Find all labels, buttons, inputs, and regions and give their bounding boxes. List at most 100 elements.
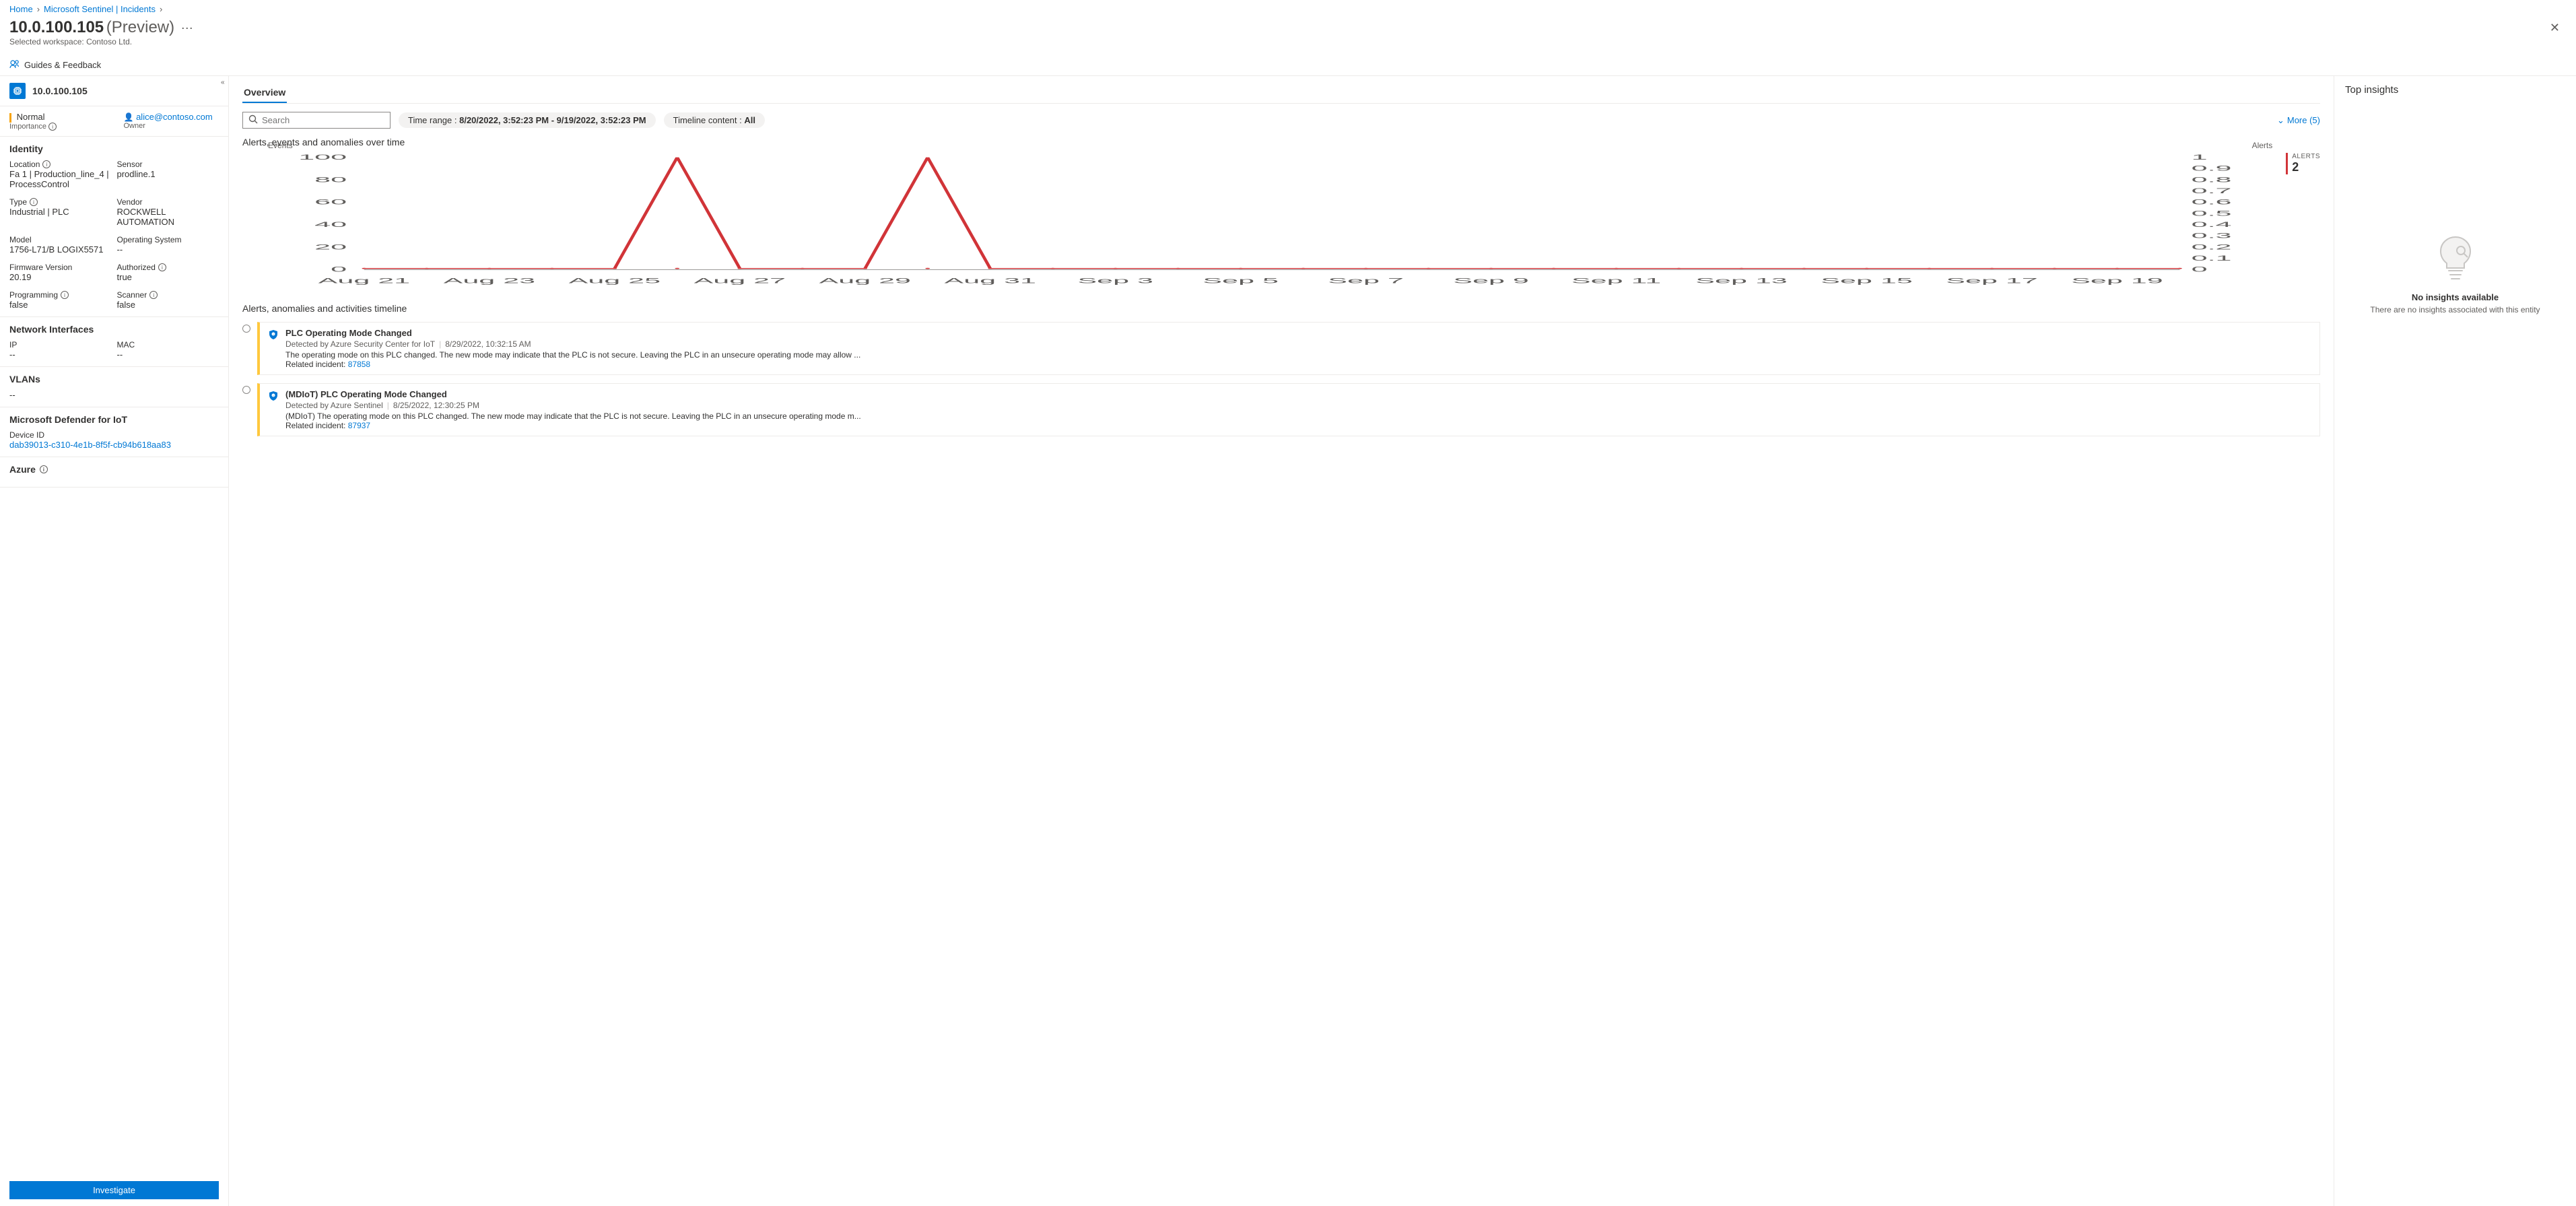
svg-text:0.6: 0.6 xyxy=(2192,198,2232,206)
main-content: Overview Time range : 8/20/2022, 3:52:23… xyxy=(229,76,2334,1206)
info-icon[interactable]: i xyxy=(30,198,38,206)
svg-text:Sep 7: Sep 7 xyxy=(1328,276,1404,284)
svg-text:Aug 27: Aug 27 xyxy=(694,276,786,284)
no-insights-sub: There are no insights associated with th… xyxy=(2345,305,2565,314)
timeline-item[interactable]: ! (MDIoT) PLC Operating Mode Changed Det… xyxy=(242,383,2320,436)
more-actions-button[interactable]: ⋯ xyxy=(177,22,197,36)
timeline-radio[interactable] xyxy=(242,386,250,394)
svg-text:0: 0 xyxy=(2192,265,2208,273)
more-link[interactable]: ⌄ More (5) xyxy=(2277,115,2320,126)
more-label: More (5) xyxy=(2287,115,2320,125)
svg-text:40: 40 xyxy=(314,220,347,228)
network-section: Network Interfaces IP -- MAC -- xyxy=(0,317,228,367)
svg-text:0.5: 0.5 xyxy=(2192,209,2232,217)
alerts-indicator xyxy=(2286,153,2288,174)
timeline-card: ! PLC Operating Mode Changed Detected by… xyxy=(257,322,2320,375)
related-incident-link[interactable]: 87937 xyxy=(348,421,370,430)
svg-text:Aug 31: Aug 31 xyxy=(945,276,1036,284)
chart-title: Alerts, events and anomalies over time xyxy=(242,137,2320,147)
defender-heading: Microsoft Defender for IoT xyxy=(9,414,219,425)
fw-value: 20.19 xyxy=(9,272,112,282)
alert-desc: (MDIoT) The operating mode on this PLC c… xyxy=(285,411,2311,421)
time-range-value: 8/20/2022, 3:52:23 PM - 9/19/2022, 3:52:… xyxy=(459,115,646,125)
collapse-sidebar-handle[interactable]: « xyxy=(221,79,230,88)
identity-heading: Identity xyxy=(9,143,219,154)
svg-text:Sep 17: Sep 17 xyxy=(1946,276,2037,284)
guides-feedback-bar[interactable]: Guides & Feedback xyxy=(0,55,2576,76)
insights-panel: Top insights No insights available There… xyxy=(2334,76,2576,1206)
insights-heading: Top insights xyxy=(2345,84,2565,96)
filter-row: Time range : 8/20/2022, 3:52:23 PM - 9/1… xyxy=(242,112,2320,129)
related-incident-link[interactable]: 87858 xyxy=(348,360,370,369)
info-icon[interactable]: i xyxy=(40,465,48,473)
network-heading: Network Interfaces xyxy=(9,324,219,335)
device-id-link[interactable]: dab39013-c310-4e1b-8f5f-cb94b618aa83 xyxy=(9,440,171,450)
breadcrumb-incidents[interactable]: Microsoft Sentinel | Incidents xyxy=(44,4,156,14)
tab-overview[interactable]: Overview xyxy=(242,83,287,103)
svg-text:0.7: 0.7 xyxy=(2192,187,2232,195)
timeline-list: ! PLC Operating Mode Changed Detected by… xyxy=(242,322,2320,436)
svg-text:100: 100 xyxy=(298,153,347,161)
chevron-right-icon: › xyxy=(37,4,40,14)
alert-source: Detected by Azure Sentinel xyxy=(285,401,383,410)
titlebar: 10.0.100.105 (Preview) ⋯ Selected worksp… xyxy=(0,18,2576,55)
info-icon[interactable]: i xyxy=(61,291,69,299)
alert-desc: The operating mode on this PLC changed. … xyxy=(285,350,2311,360)
breadcrumb: Home › Microsoft Sentinel | Incidents › xyxy=(0,0,2576,18)
shield-icon: ! xyxy=(268,329,279,340)
svg-text:0.8: 0.8 xyxy=(2192,175,2232,183)
model-value: 1756-L71/B LOGIX5571 xyxy=(9,244,112,255)
search-input[interactable] xyxy=(262,115,384,125)
related-label: Related incident: xyxy=(285,421,348,430)
preview-suffix-text: (Preview) xyxy=(106,18,174,36)
model-label: Model xyxy=(9,235,112,244)
timeline-content-label: Timeline content : xyxy=(673,115,745,125)
alert-when: 8/25/2022, 12:30:25 PM xyxy=(393,401,479,410)
shield-icon: ! xyxy=(268,391,279,401)
prog-label: Programming xyxy=(9,290,58,300)
auth-value: true xyxy=(117,272,219,282)
svg-text:Sep 5: Sep 5 xyxy=(1202,276,1279,284)
alerts-count: 2 xyxy=(2292,160,2320,174)
type-value: Industrial | PLC xyxy=(9,207,112,217)
info-icon[interactable]: i xyxy=(42,160,50,168)
timeline-content-pill[interactable]: Timeline content : All xyxy=(664,112,765,128)
svg-text:0.9: 0.9 xyxy=(2192,164,2232,172)
y-axis-right-label: Alerts xyxy=(2252,141,2273,150)
svg-text:0.4: 0.4 xyxy=(2192,220,2232,228)
time-range-label: Time range : xyxy=(408,115,459,125)
svg-text:Aug 21: Aug 21 xyxy=(318,276,410,284)
feedback-icon xyxy=(9,59,20,71)
svg-text:Sep 19: Sep 19 xyxy=(2071,276,2163,284)
timeline-item[interactable]: ! PLC Operating Mode Changed Detected by… xyxy=(242,322,2320,375)
fw-label: Firmware Version xyxy=(9,263,112,272)
svg-text:0: 0 xyxy=(331,265,347,273)
mac-label: MAC xyxy=(117,340,219,349)
device-id-label: Device ID xyxy=(9,430,219,440)
alerts-badge: ALERTS 2 xyxy=(2286,153,2320,290)
svg-text:Sep 11: Sep 11 xyxy=(1571,276,1661,284)
lightbulb-icon xyxy=(2429,230,2482,284)
vendor-value: ROCKWELL AUTOMATION xyxy=(117,207,219,227)
info-icon[interactable]: i xyxy=(149,291,158,299)
alert-title: PLC Operating Mode Changed xyxy=(285,328,2311,338)
vendor-label: Vendor xyxy=(117,197,219,207)
time-range-pill[interactable]: Time range : 8/20/2022, 3:52:23 PM - 9/1… xyxy=(399,112,656,128)
close-button[interactable]: ✕ xyxy=(2543,18,2567,38)
owner-link[interactable]: alice@contoso.com xyxy=(136,112,213,122)
timeline-radio[interactable] xyxy=(242,325,250,333)
search-icon xyxy=(248,114,258,126)
svg-text:Sep 3: Sep 3 xyxy=(1077,276,1153,284)
location-label: Location xyxy=(9,160,40,169)
search-box[interactable] xyxy=(242,112,391,129)
investigate-button[interactable]: Investigate xyxy=(9,1181,219,1199)
timeline-card: ! (MDIoT) PLC Operating Mode Changed Det… xyxy=(257,383,2320,436)
user-icon: 👤 xyxy=(124,112,134,122)
mac-value: -- xyxy=(117,349,219,360)
info-icon[interactable]: i xyxy=(48,123,57,131)
azure-section: Azurei xyxy=(0,457,228,488)
side-panel: 10.0.100.105 Normal Importance i 👤 alice… xyxy=(0,76,229,1206)
info-icon[interactable]: i xyxy=(158,263,166,271)
breadcrumb-home[interactable]: Home xyxy=(9,4,33,14)
alert-when: 8/29/2022, 10:32:15 AM xyxy=(445,339,531,349)
